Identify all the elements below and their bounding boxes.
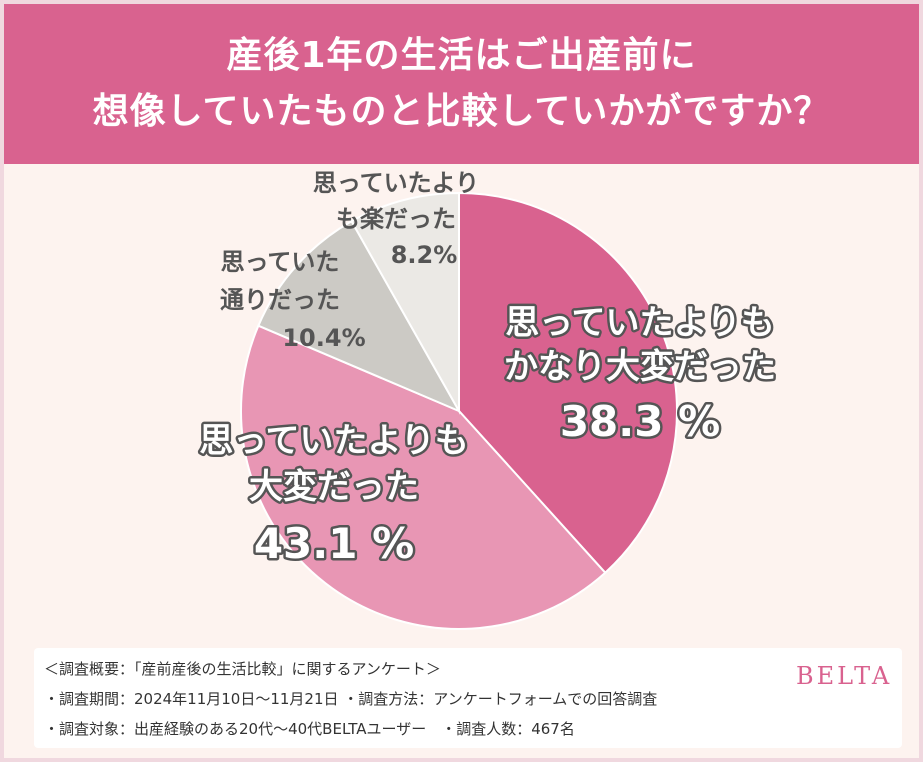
slice-label-4-line-1: 思っていたより [313, 169, 479, 197]
survey-note-3: ・調査対象：出産経験のある20代〜40代BELTAユーザー ・調査人数：467名 [44, 720, 575, 738]
brand-logo: BELTA [796, 662, 893, 690]
pie-slice-1 [458, 191, 678, 575]
survey-note-1: ＜調査概要：「産前産後の生活比較」に関するアンケート＞ [44, 660, 441, 678]
title-line-2: 想像していたものと比較していかがですか？ [92, 91, 831, 132]
slice-label-1-line-2: かなり大変だった [504, 347, 776, 387]
header-banner: 産後1年の生活はご出産前に 想像していたものと比較していかがですか？ [4, 4, 919, 164]
slice-label-4-line-2: も楽だった [336, 205, 456, 233]
infographic-frame: 産後1年の生活はご出産前に 想像していたものと比較していかがですか？ 思っていた… [4, 4, 919, 758]
pie-slice-2 [240, 324, 607, 630]
slice-value-4: 8.2% [391, 241, 458, 269]
survey-note-2: ・調査期間：2024年11月10日〜11月21日 ・調査方法：アンケートフォーム… [44, 690, 658, 708]
slice-label-3-line-1: 思っていた [221, 248, 340, 276]
slice-label-3-line-2: 通りだった [220, 286, 340, 314]
slice-value-3: 10.4% [282, 324, 365, 352]
slice-label-1-line-1: 思っていたよりも [505, 303, 775, 343]
survey-notes: ＜調査概要：「産前産後の生活比較」に関するアンケート＞ ・調査期間：2024年1… [34, 648, 902, 748]
slice-label-2-line-1: 思っていたよりも [199, 421, 469, 461]
pie-slice-4 [350, 191, 460, 415]
pie-slice-3 [257, 219, 462, 414]
slice-value-2: 43.1 % [254, 519, 414, 568]
slice-value-1: 38.3 % [560, 397, 720, 446]
title-line-1: 産後1年の生活はご出産前に [226, 35, 697, 76]
slice-label-2-line-2: 大変だった [249, 467, 419, 507]
